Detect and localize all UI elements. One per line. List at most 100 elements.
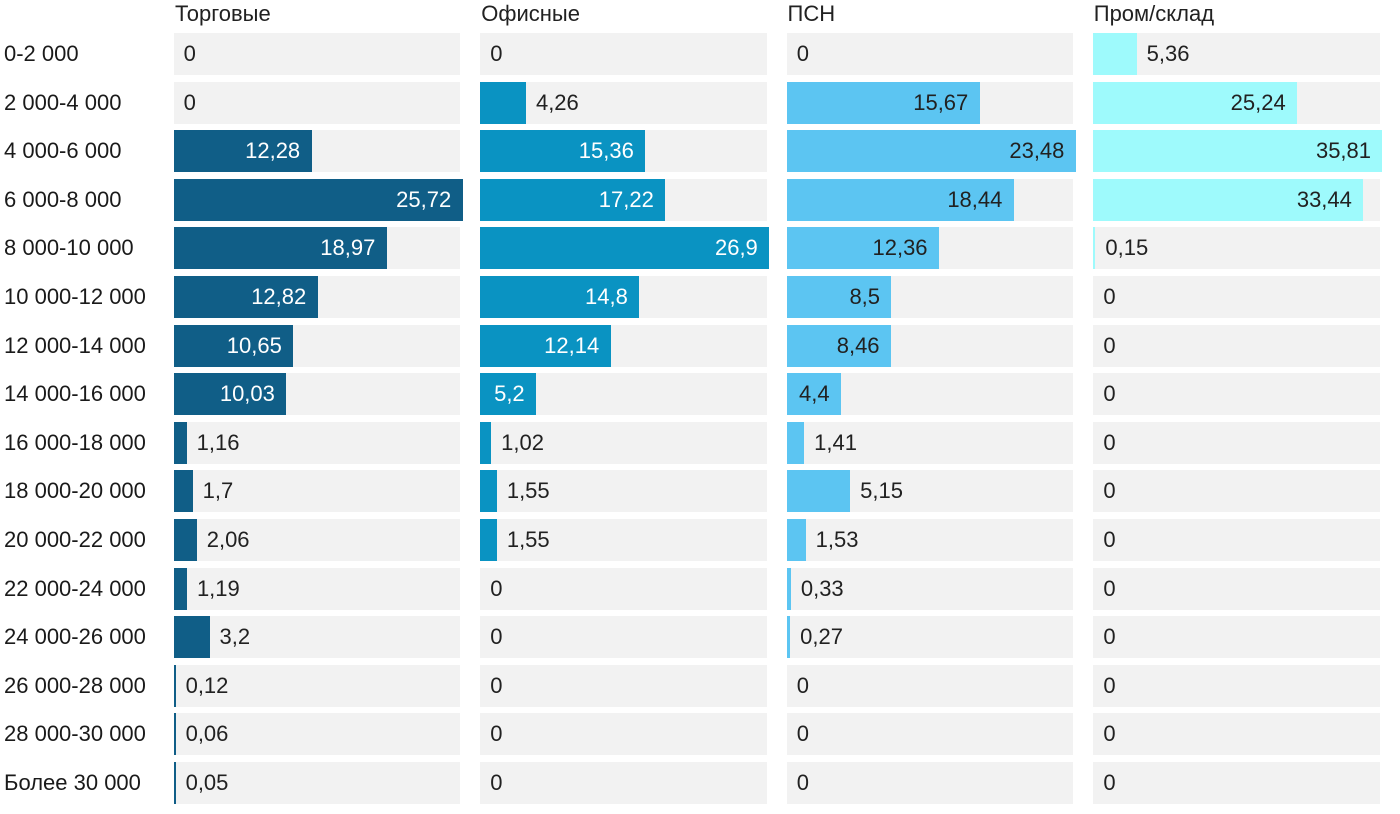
bar-track: 33,44 xyxy=(1093,178,1381,221)
bar-track: 0 xyxy=(173,33,461,75)
bar-track: 0,15 xyxy=(1093,227,1381,270)
bar-track: 0,06 xyxy=(173,713,461,756)
bar-track: 0 xyxy=(480,664,767,707)
bar-value-label: 3,2 xyxy=(219,624,251,650)
bar-value-label: 0 xyxy=(1103,526,1116,552)
chart-row: 6 000-8 000 25,72 17,22 18,44 33,44 xyxy=(0,178,1400,221)
chart-row: 28 000-30 000 0,06 0 0 0 xyxy=(0,713,1400,756)
bar xyxy=(173,275,318,318)
bar-value-label: 1,16 xyxy=(196,429,240,455)
bar-track: 0 xyxy=(1093,761,1381,804)
bar-track: 0,33 xyxy=(786,567,1074,610)
row-label: 12 000-14 000 xyxy=(4,332,146,358)
bar-value-label: 0 xyxy=(796,769,810,795)
bar xyxy=(173,178,463,221)
bar-track: 4,4 xyxy=(786,373,1074,416)
bar xyxy=(786,324,891,367)
bar-track: 25,72 xyxy=(173,178,463,221)
row-label: 4 000-6 000 xyxy=(4,138,122,164)
bar-value-label: 0 xyxy=(490,575,503,601)
bar xyxy=(173,567,187,610)
bar-track: 1,55 xyxy=(480,470,767,513)
bar-value-label: 18,97 xyxy=(320,235,376,261)
bar-track: 0 xyxy=(480,33,767,75)
column-header-torgovye: Торговые xyxy=(175,1,271,26)
bar xyxy=(786,470,851,513)
bar-value-label: 0 xyxy=(183,41,196,66)
bar-track: 26,9 xyxy=(480,227,770,270)
bar-track: 10,03 xyxy=(173,373,461,416)
bar xyxy=(173,421,187,464)
bar-track: 2,06 xyxy=(173,518,461,561)
bar-value-label: 4,4 xyxy=(798,381,830,407)
chart-row: 20 000-22 000 2,06 1,55 1,53 0 xyxy=(0,518,1400,561)
bar-value-label: 17,22 xyxy=(598,186,654,212)
bar-value-label: 0 xyxy=(1103,283,1116,309)
bar-track: 15,67 xyxy=(786,81,1074,124)
bar-value-label: 0 xyxy=(1103,381,1116,407)
bar-value-label: 1,53 xyxy=(815,526,859,552)
bar-track: 12,82 xyxy=(173,275,461,318)
bar-value-label: 26,9 xyxy=(714,235,758,261)
bar-value-label: 0 xyxy=(183,89,196,115)
bar-track: 0 xyxy=(1093,664,1381,707)
bar xyxy=(173,227,387,270)
row-label: 8 000-10 000 xyxy=(4,235,134,261)
bar-track: 35,81 xyxy=(1093,130,1383,173)
bar-value-label: 10,03 xyxy=(219,381,275,407)
bar-track: 1,53 xyxy=(786,518,1074,561)
bar-value-label: 25,24 xyxy=(1230,89,1286,115)
bar-track: 18,44 xyxy=(786,178,1074,221)
bar-value-label: 0 xyxy=(490,624,503,650)
chart-row: 16 000-18 000 1,16 1,02 1,41 0 xyxy=(0,421,1400,464)
bar xyxy=(173,664,176,707)
row-label: 24 000-26 000 xyxy=(4,624,146,650)
bar-value-label: 23,48 xyxy=(1009,138,1065,164)
bar xyxy=(786,178,1014,221)
bar xyxy=(480,421,492,464)
bar-value-label: 0 xyxy=(1103,332,1116,358)
bar xyxy=(173,324,294,367)
chart-rows: 0-2 000 0 0 0 5,36 2 000-4 000 0 4,26 15,67 25,24… xyxy=(0,33,1400,804)
bar-value-label: 0 xyxy=(796,41,810,66)
row-label: 28 000-30 000 xyxy=(4,721,146,747)
bar-track: 0 xyxy=(1093,567,1381,610)
bar-value-label: 0 xyxy=(1103,721,1116,747)
column-header-prom-sklad: Пром/склад xyxy=(1093,1,1215,26)
bar-value-label: 1,19 xyxy=(196,575,240,601)
row-label: 22 000-24 000 xyxy=(4,575,146,601)
bar xyxy=(173,130,312,173)
bar-track: 17,22 xyxy=(480,178,767,221)
bar-value-label: 15,67 xyxy=(913,89,969,115)
bar xyxy=(1093,81,1298,124)
bar-value-label: 0,05 xyxy=(185,769,229,795)
bar-track: 0 xyxy=(1093,713,1381,756)
bar-track: 1,7 xyxy=(173,470,461,513)
bar-value-label: 0,12 xyxy=(185,672,229,698)
bar-value-label: 10,65 xyxy=(226,332,282,358)
bar-value-label: 0,06 xyxy=(185,721,229,747)
bar-value-label: 0 xyxy=(796,721,810,747)
chart-row: 18 000-20 000 1,7 1,55 5,15 0 xyxy=(0,470,1400,513)
chart-row: 24 000-26 000 3,2 0 0,27 0 xyxy=(0,616,1400,659)
bar-track: 1,16 xyxy=(173,421,461,464)
bar-track: 5,15 xyxy=(786,470,1074,513)
bar-value-label: 0 xyxy=(1103,769,1116,795)
row-label: 26 000-28 000 xyxy=(4,672,146,698)
bar xyxy=(480,470,497,513)
row-label: 0-2 000 xyxy=(4,41,79,66)
bar-track: 0,05 xyxy=(173,761,461,804)
bar-track: 0 xyxy=(173,81,461,124)
row-label: 14 000-16 000 xyxy=(4,381,146,407)
bar-track: 0 xyxy=(1093,373,1381,416)
bar-track: 0 xyxy=(480,713,767,756)
bar xyxy=(786,227,939,270)
bar xyxy=(1093,33,1137,75)
bar-track: 0 xyxy=(1093,470,1381,513)
bar-track: 0 xyxy=(480,567,767,610)
chart-row: 0-2 000 0 0 0 5,36 xyxy=(0,33,1400,75)
bar-track: 5,2 xyxy=(480,373,767,416)
bar-value-label: 5,36 xyxy=(1146,41,1190,66)
bar-value-label: 0 xyxy=(796,672,810,698)
bar xyxy=(480,81,526,124)
